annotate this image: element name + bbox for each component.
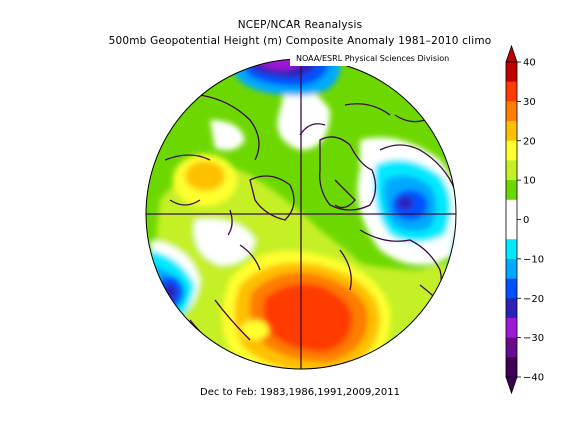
meridian-lines	[146, 59, 456, 369]
white-west	[194, 219, 255, 265]
colorbar-segment	[506, 298, 517, 319]
colorbar-label: 30	[523, 97, 536, 108]
colorbar-segment	[506, 62, 517, 82]
colorbar-segment	[506, 337, 517, 358]
title-line-1: NCEP/NCAR Reanalysis	[237, 19, 363, 31]
source-badge: NOAA/ESRL Physical Sciences Division	[290, 52, 485, 66]
colorbar-label: −40	[523, 373, 544, 384]
colorbar-label: −30	[523, 333, 544, 344]
colorbar-segment	[506, 101, 517, 122]
colorbar-segment	[506, 121, 517, 142]
redorange-core	[263, 283, 353, 352]
colorbar-segment	[506, 140, 517, 161]
colorbar-label: −10	[523, 254, 544, 265]
colorbar-segment	[506, 81, 517, 102]
indigo-east	[397, 196, 413, 210]
white-nw	[210, 120, 245, 151]
colorbar-label: 10	[523, 176, 536, 187]
colorbar-label: 40	[523, 58, 536, 69]
colorbar-label: −20	[523, 294, 544, 305]
title-line-2: 500mb Geopotential Height (m) Composite …	[108, 35, 492, 47]
colorbar: 40 30 20 10 0 −10 −20 −30 −40	[505, 44, 544, 395]
colorbar-arrow-top	[505, 44, 518, 63]
colorbar-segment	[506, 278, 517, 299]
purple-top	[255, 59, 305, 70]
colorbar-segment	[506, 219, 517, 240]
white-north	[277, 87, 330, 150]
colorbar-segment	[506, 258, 517, 279]
anomaly-field	[146, 59, 456, 369]
colorbar-segment	[506, 357, 517, 378]
colorbar-segment	[506, 160, 517, 181]
colorbar-segment	[506, 199, 517, 220]
gold-west	[185, 161, 225, 191]
colorbar-segment	[506, 317, 517, 338]
yellow-bit	[241, 320, 269, 340]
colorbar-segment	[506, 180, 517, 201]
colorbar-label: 20	[523, 136, 536, 147]
colorbar-label: 0	[523, 215, 529, 226]
colorbar-segment	[506, 239, 517, 260]
footer-caption: Dec to Feb: 1983,1986,1991,2009,2011	[200, 387, 400, 398]
